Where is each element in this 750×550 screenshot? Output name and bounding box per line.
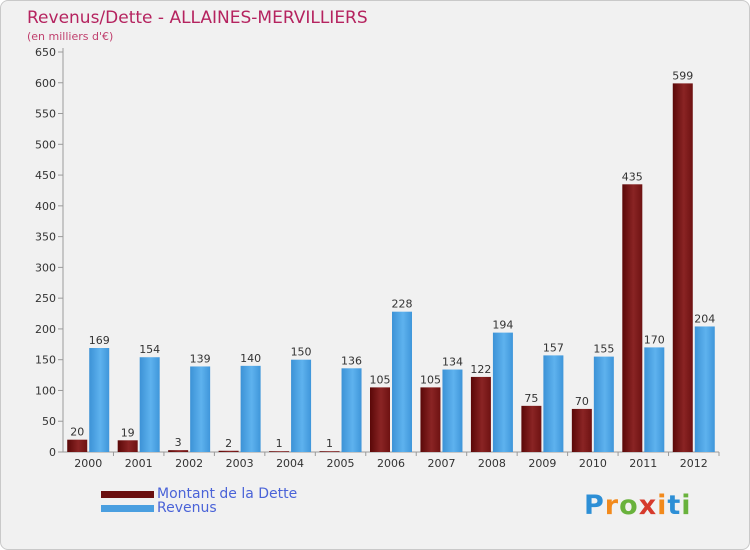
bar-revenue — [492, 332, 513, 452]
bar-debt — [117, 440, 138, 452]
legend-label-debt: Montant de la Dette — [157, 486, 298, 502]
logo-letter: x — [638, 490, 658, 521]
bar-revenue — [543, 355, 564, 452]
y-tick-label: 50 — [42, 415, 56, 428]
y-tick-label: 250 — [35, 292, 56, 305]
legend-item-debt: Montant de la Dette — [101, 486, 298, 502]
logo-letter: i — [657, 490, 668, 521]
bar-revenue — [139, 357, 160, 452]
x-tick-label: 2002 — [175, 457, 203, 470]
data-label-debt: 19 — [121, 426, 135, 439]
logo-letter: t — [667, 490, 682, 521]
legend-swatch-revenue — [101, 504, 154, 512]
data-label-revenue: 154 — [139, 343, 160, 356]
bar-revenue — [341, 368, 362, 452]
data-label-revenue: 139 — [190, 352, 211, 365]
x-tick-label: 2005 — [327, 457, 355, 470]
data-label-revenue: 150 — [291, 346, 312, 359]
y-tick-label: 0 — [49, 446, 56, 459]
chart-subtitle: (en milliers d'€) — [27, 30, 114, 43]
x-tick-label: 2009 — [528, 457, 556, 470]
y-tick-label: 300 — [35, 261, 56, 274]
bar-revenue — [291, 359, 312, 452]
legend-label-revenue: Revenus — [157, 500, 217, 516]
data-label-debt: 2 — [225, 437, 232, 450]
x-tick-label: 2008 — [478, 457, 506, 470]
data-label-debt: 1 — [276, 437, 283, 450]
bar-debt — [571, 408, 592, 452]
bar-debt — [319, 451, 340, 452]
data-label-revenue: 157 — [543, 341, 564, 354]
y-tick-label: 150 — [35, 354, 56, 367]
y-tick-label: 200 — [35, 323, 56, 336]
data-label-debt: 70 — [575, 395, 589, 408]
y-tick-label: 600 — [35, 77, 56, 90]
y-tick-label: 550 — [35, 108, 56, 121]
y-tick-label: 350 — [35, 231, 56, 244]
bar-debt — [218, 450, 239, 452]
x-tick-label: 2007 — [427, 457, 455, 470]
data-label-revenue: 136 — [341, 354, 362, 367]
logo-letter: r — [604, 490, 620, 521]
bar-revenue — [694, 326, 715, 452]
legend-swatch-debt — [101, 490, 154, 498]
y-tick-label: 100 — [35, 384, 56, 397]
bar-revenue — [442, 369, 463, 452]
legend-item-revenue: Revenus — [101, 500, 297, 516]
data-label-debt: 3 — [175, 436, 182, 449]
bar-debt — [67, 439, 88, 452]
data-label-debt: 435 — [622, 170, 643, 183]
bar-revenue — [89, 348, 110, 452]
legend: Montant de la Dette Revenus — [101, 486, 298, 516]
bar-revenue — [392, 311, 412, 452]
y-tick-label: 650 — [35, 46, 56, 59]
proxiti-logo: Proxiti — [584, 490, 692, 521]
data-label-revenue: 170 — [644, 333, 665, 346]
bar-debt — [420, 387, 441, 452]
x-tick-label: 2000 — [74, 457, 102, 470]
data-label-revenue: 204 — [694, 312, 715, 325]
data-label-debt: 599 — [672, 69, 693, 82]
data-label-debt: 105 — [420, 373, 441, 386]
y-tick-label: 500 — [35, 138, 56, 151]
data-label-debt: 105 — [370, 373, 391, 386]
data-label-debt: 20 — [70, 426, 84, 439]
data-label-revenue: 169 — [89, 334, 110, 347]
bar-revenue — [240, 365, 261, 452]
bar-revenue — [644, 347, 665, 452]
data-label-revenue: 155 — [593, 343, 614, 356]
x-tick-label: 2010 — [579, 457, 607, 470]
bar-revenue — [190, 366, 211, 452]
x-tick-label: 2003 — [226, 457, 254, 470]
data-label-debt: 75 — [524, 392, 538, 405]
y-tick-label: 450 — [35, 169, 56, 182]
bar-debt — [168, 450, 189, 452]
logo-letter: o — [619, 490, 639, 521]
x-tick-label: 2001 — [125, 457, 153, 470]
bar-revenue — [593, 356, 614, 452]
data-label-debt: 1 — [326, 437, 333, 450]
bar-debt — [370, 387, 390, 452]
data-label-revenue: 140 — [240, 352, 261, 365]
data-label-revenue: 134 — [442, 356, 463, 369]
x-tick-label: 2004 — [276, 457, 304, 470]
x-tick-label: 2011 — [629, 457, 657, 470]
chart-title: Revenus/Dette - ALLAINES-MERVILLIERS — [27, 8, 368, 28]
bar-debt — [470, 376, 491, 452]
logo-letter: i — [681, 490, 692, 521]
bar-debt — [622, 184, 643, 453]
data-label-debt: 122 — [470, 363, 491, 376]
x-tick-label: 2012 — [680, 457, 708, 470]
bar-debt — [521, 405, 542, 452]
logo-letter: P — [584, 490, 605, 521]
x-tick-label: 2006 — [377, 457, 405, 470]
bar-debt — [672, 83, 693, 452]
bar-debt — [269, 451, 290, 452]
data-label-revenue: 228 — [392, 298, 413, 311]
y-tick-label: 400 — [35, 200, 56, 213]
data-label-revenue: 194 — [492, 319, 513, 332]
